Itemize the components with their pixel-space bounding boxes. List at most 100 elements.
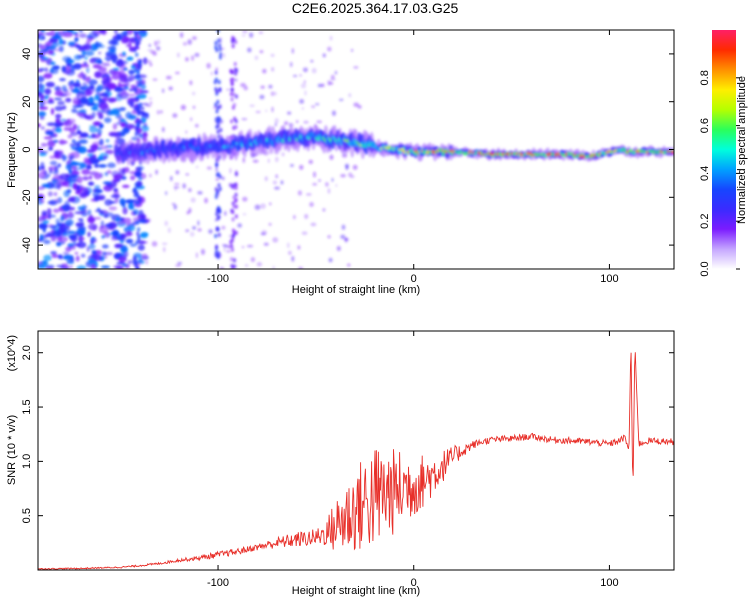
streak-speckle <box>234 198 238 204</box>
noise-speckle <box>41 210 48 217</box>
streak-speckle <box>229 244 234 249</box>
noise-speckle <box>344 163 350 169</box>
noise-speckle <box>65 218 74 227</box>
noise-speckle <box>274 186 280 190</box>
noise-speckle <box>66 189 72 194</box>
y-tick-label: 0 <box>21 146 33 152</box>
snr-background <box>38 331 674 570</box>
noise-speckle <box>60 106 66 110</box>
colorbar-gradient <box>712 30 736 269</box>
noise-speckle <box>272 265 275 269</box>
noise-speckle <box>311 67 317 74</box>
noise-speckle <box>50 251 57 255</box>
noise-speckle <box>79 192 88 199</box>
noise-speckle <box>176 52 180 58</box>
streak-speckle <box>135 219 139 225</box>
colorbar-tick-label: 0.6 <box>699 118 711 133</box>
noise-speckle <box>101 251 107 257</box>
noise-speckle <box>244 84 248 89</box>
noise-speckle <box>219 266 223 269</box>
noise-speckle <box>39 67 46 71</box>
noise-speckle <box>227 244 231 249</box>
noise-speckle <box>38 83 44 90</box>
noise-speckle <box>39 116 45 120</box>
noise-speckle <box>131 63 137 67</box>
noise-speckle <box>171 203 176 206</box>
noise-speckle <box>303 80 307 84</box>
noise-speckle <box>148 97 153 100</box>
noise-speckle <box>119 92 129 96</box>
streak-speckle <box>232 195 236 200</box>
streak-speckle <box>214 70 218 75</box>
colorbar-label: Normalized spectral amplitude <box>736 76 748 224</box>
noise-speckle <box>215 178 220 181</box>
noise-speckle <box>256 262 263 267</box>
noise-speckle <box>208 229 213 234</box>
noise-speckle <box>114 131 121 139</box>
noise-speckle <box>175 264 181 267</box>
noise-speckle <box>48 100 54 104</box>
noise-speckle <box>99 229 104 233</box>
x-tick-label: 0 <box>411 273 417 285</box>
noise-speckle <box>122 167 126 174</box>
noise-speckle <box>64 173 70 179</box>
noise-speckle <box>66 261 74 265</box>
noise-speckle <box>54 180 61 185</box>
noise-speckle <box>173 204 178 210</box>
noise-speckle <box>96 207 101 211</box>
noise-speckle <box>61 65 67 73</box>
noise-speckle <box>195 252 199 259</box>
noise-speckle <box>249 104 255 107</box>
noise-speckle <box>73 232 80 237</box>
noise-speckle <box>84 205 88 209</box>
noise-speckle <box>99 225 105 229</box>
noise-speckle <box>88 181 94 186</box>
noise-speckle <box>69 265 73 269</box>
noise-speckle <box>70 174 80 180</box>
noise-speckle <box>86 153 94 157</box>
streak-speckle <box>214 194 218 200</box>
noise-speckle <box>72 97 81 105</box>
noise-speckle <box>110 54 118 62</box>
noise-speckle <box>149 50 156 54</box>
streak-speckle <box>136 111 141 117</box>
streak-speckle <box>218 43 222 48</box>
streak-speckle <box>138 81 142 87</box>
noise-speckle <box>46 122 57 127</box>
noise-speckle <box>334 70 338 75</box>
noise-speckle <box>62 154 66 162</box>
noise-speckle <box>254 204 261 210</box>
y-tick-label: 1.5 <box>21 399 33 414</box>
noise-speckle <box>136 78 143 81</box>
noise-speckle <box>281 152 285 157</box>
streak-speckle <box>231 217 235 222</box>
noise-speckle <box>38 165 41 171</box>
noise-speckle <box>58 225 64 231</box>
streak-speckle <box>235 68 239 73</box>
noise-speckle <box>242 196 248 202</box>
noise-speckle <box>185 130 188 134</box>
noise-speckle <box>38 33 41 40</box>
noise-speckle <box>43 136 53 140</box>
noise-speckle <box>322 208 326 212</box>
noise-speckle <box>145 59 152 64</box>
noise-speckle <box>262 68 267 74</box>
noise-speckle <box>297 190 303 196</box>
noise-speckle <box>122 207 128 215</box>
noise-speckle <box>137 244 145 251</box>
noise-speckle <box>46 32 56 36</box>
noise-speckle <box>295 120 299 124</box>
noise-speckle <box>222 52 226 58</box>
noise-speckle <box>65 163 73 171</box>
streak-speckle <box>230 87 234 92</box>
streak-speckle <box>218 46 222 52</box>
noise-speckle <box>40 143 48 147</box>
noise-speckle <box>151 241 158 247</box>
noise-speckle <box>149 62 153 67</box>
noise-speckle <box>43 73 53 79</box>
noise-speckle <box>167 227 171 234</box>
noise-speckle <box>291 48 294 54</box>
noise-speckle <box>69 85 74 91</box>
noise-speckle <box>94 71 102 79</box>
noise-speckle <box>145 260 148 265</box>
